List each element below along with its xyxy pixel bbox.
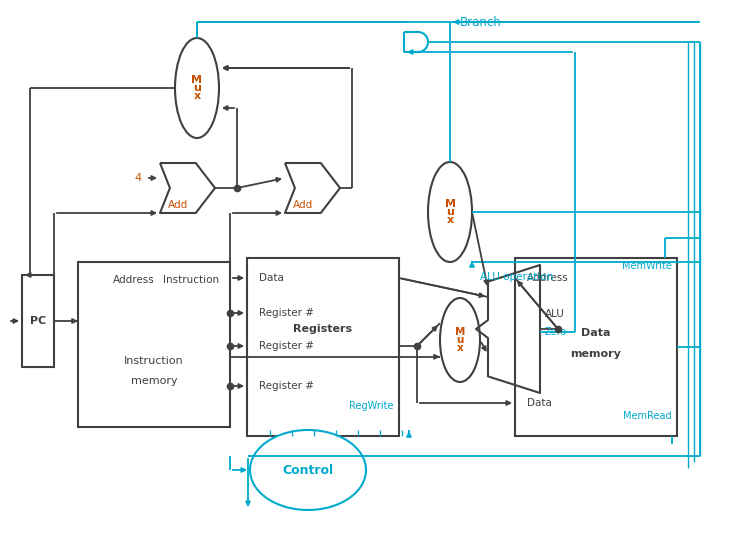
Ellipse shape — [175, 38, 219, 138]
Text: memory: memory — [131, 376, 178, 386]
Text: Registers: Registers — [294, 324, 352, 334]
Bar — [247, 258, 399, 436]
Text: Zero: Zero — [545, 327, 567, 336]
Ellipse shape — [428, 162, 472, 262]
Text: ALU: ALU — [545, 308, 565, 319]
Text: Register #: Register # — [259, 341, 314, 351]
Text: x: x — [194, 91, 200, 101]
Ellipse shape — [440, 298, 480, 382]
Text: x: x — [457, 343, 463, 353]
Text: Address: Address — [527, 273, 569, 283]
Bar — [78, 262, 230, 427]
Text: Instruction: Instruction — [163, 275, 219, 285]
Text: Control: Control — [283, 464, 333, 477]
Text: u: u — [457, 335, 464, 345]
Text: RegWrite: RegWrite — [349, 401, 394, 411]
Ellipse shape — [250, 430, 366, 510]
Text: 4: 4 — [134, 173, 142, 183]
Text: MemRead: MemRead — [623, 411, 672, 421]
Text: MemWrite: MemWrite — [622, 261, 672, 271]
Text: Register #: Register # — [259, 381, 314, 391]
Bar — [22, 275, 54, 367]
Text: u: u — [193, 83, 201, 93]
Text: Add: Add — [168, 200, 188, 210]
Text: M: M — [445, 199, 456, 209]
Text: Data: Data — [581, 328, 611, 338]
Text: M: M — [455, 327, 465, 337]
Bar — [515, 258, 677, 436]
Text: x: x — [446, 215, 454, 225]
Text: Branch: Branch — [460, 15, 502, 28]
Text: u: u — [446, 207, 454, 217]
Text: Data: Data — [527, 398, 552, 408]
Text: M: M — [192, 75, 203, 85]
Text: Register #: Register # — [259, 308, 314, 318]
Text: Data: Data — [259, 273, 284, 283]
Text: PC: PC — [30, 316, 46, 326]
Text: ALU operation: ALU operation — [480, 272, 553, 282]
Text: memory: memory — [570, 349, 622, 359]
Text: Add: Add — [293, 200, 313, 210]
Text: Address: Address — [113, 275, 155, 285]
Text: Instruction: Instruction — [124, 356, 184, 366]
